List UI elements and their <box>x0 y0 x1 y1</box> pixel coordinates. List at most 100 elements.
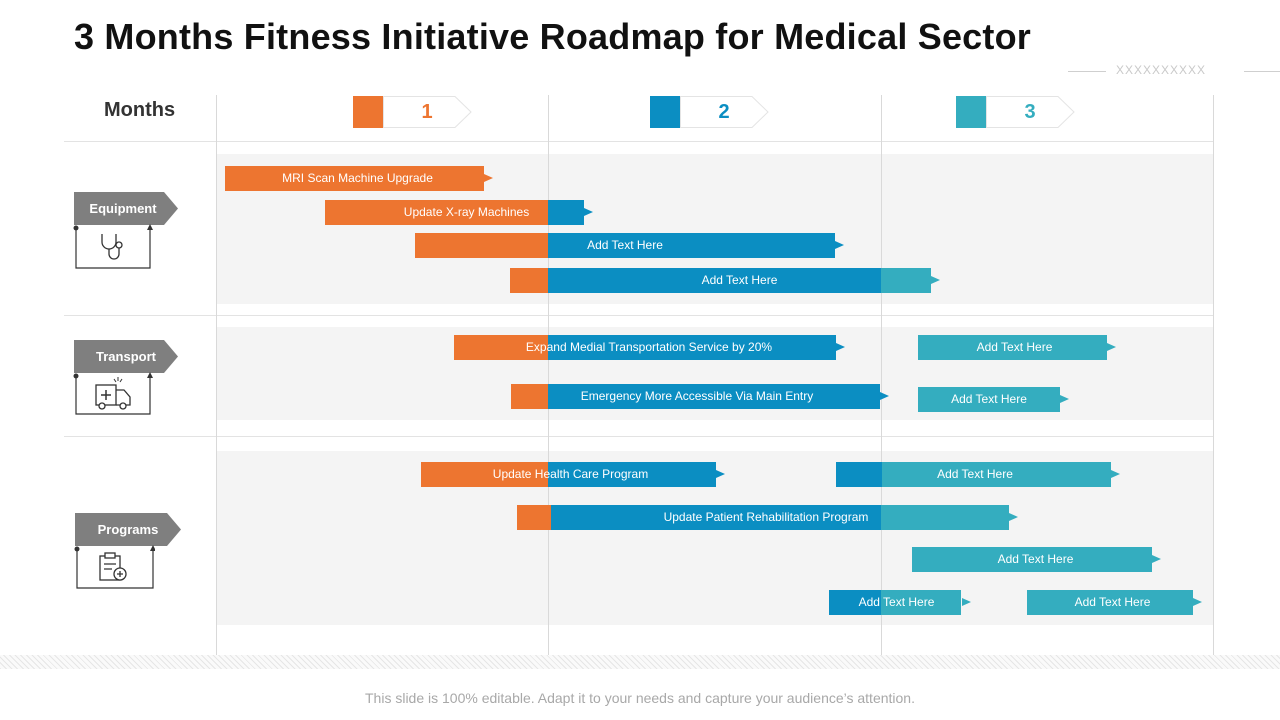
bar-segment-month-3 <box>918 335 1107 360</box>
task-bar: Add Text Here <box>415 233 850 258</box>
bar-segment-month-3 <box>882 462 1111 487</box>
bar-arrow-tip <box>962 598 971 606</box>
bar-segment-month-3 <box>912 547 1152 572</box>
bar-arrow-tip <box>1193 598 1202 606</box>
bar-arrow-tip <box>836 343 845 351</box>
month-number: 3 <box>1024 101 1036 123</box>
bar-arrow-tip <box>584 208 593 216</box>
task-label: Add Text Here <box>701 273 778 287</box>
clipboard-add-icon <box>74 545 155 589</box>
category-label: Programs <box>97 522 159 537</box>
bar-arrow-tip <box>1060 395 1069 403</box>
bar-segment-month-2 <box>548 462 716 487</box>
bar-segment-month-2 <box>548 384 880 409</box>
grid-line <box>1213 95 1214 662</box>
task-label: Add Text Here <box>937 467 1013 481</box>
header-separator <box>64 141 1214 142</box>
bar-segment-month-2 <box>548 335 836 360</box>
task-bar: Add Text Here <box>918 387 1078 412</box>
bar-segment-month-2 <box>548 200 584 225</box>
category-programs: Programs <box>75 513 181 546</box>
bar-arrow-tip <box>1009 513 1018 521</box>
category-label: Equipment <box>89 201 157 216</box>
category-arrow-shape <box>75 513 181 546</box>
task-label: Expand Medial Transportation Service by … <box>525 340 773 354</box>
bar-segment-month-3 <box>881 590 961 615</box>
month-tab-2: 2 <box>650 96 770 128</box>
task-bar: Add Text Here <box>829 590 979 615</box>
task-label: MRI Scan Machine Upgrade <box>282 171 433 185</box>
bar-segment-month-3 <box>881 268 931 293</box>
task-label: Add Text Here <box>951 392 1027 406</box>
month-tab-1: 1 <box>353 96 473 128</box>
bar-arrow-tip <box>484 174 493 182</box>
task-label: Add Text Here <box>997 552 1074 566</box>
bar-segment-month-1 <box>511 384 548 409</box>
task-bar: Add Text Here <box>1027 590 1212 615</box>
stethoscope-icon <box>73 224 153 269</box>
bar-segment-month-1 <box>454 335 548 360</box>
task-label: Update X-ray Machines <box>403 205 530 219</box>
bar-segment-month-1 <box>421 462 548 487</box>
bar-arrow-tip <box>1107 343 1116 351</box>
bar-arrow-tip <box>1111 470 1120 478</box>
task-bar: MRI Scan Machine Upgrade <box>225 166 495 191</box>
bar-segment-month-1 <box>517 505 551 530</box>
grid-line <box>881 95 882 662</box>
category-arrow-shape <box>74 340 178 373</box>
task-label: Update Patient Rehabilitation Program <box>663 510 869 524</box>
task-bar: Emergency More Accessible Via Main Entry <box>511 384 901 409</box>
bar-segment-month-1 <box>225 166 484 191</box>
bar-segment-month-2 <box>829 590 881 615</box>
bar-segment-month-3 <box>918 387 1060 412</box>
row-separator <box>64 436 1214 437</box>
months-header: Months <box>104 99 176 121</box>
task-bar: Add Text Here <box>912 547 1167 572</box>
task-bar: Update Patient Rehabilitation Program <box>517 505 1027 530</box>
bar-segment-month-3 <box>1027 590 1193 615</box>
task-label: Add Text Here <box>587 238 663 252</box>
bar-segment-month-1 <box>325 200 548 225</box>
task-label: Add Text Here <box>1074 595 1151 609</box>
grid-line <box>216 95 217 662</box>
bar-segment-month-1 <box>415 233 548 258</box>
task-label: Emergency More Accessible Via Main Entry <box>580 389 814 403</box>
task-bar: Add Text Here <box>918 335 1128 360</box>
category-label: Transport <box>96 349 156 364</box>
month-color-swatch <box>956 96 986 128</box>
decorative-line-right <box>1244 71 1280 72</box>
bar-segment-month-3 <box>881 505 1009 530</box>
tab-arrow-shape <box>986 96 1075 128</box>
bar-arrow-tip <box>1152 555 1161 563</box>
category-arrow-shape <box>74 192 178 225</box>
row-separator <box>64 315 1214 316</box>
task-bar: Update X-ray Machines <box>325 200 595 225</box>
tab-arrow-shape <box>383 96 472 128</box>
decorative-line-left <box>1068 71 1106 72</box>
month-tab-3: 3 <box>956 96 1076 128</box>
ambulance-icon <box>73 372 153 415</box>
month-color-swatch <box>650 96 680 128</box>
bar-segment-month-2 <box>836 462 882 487</box>
task-label: Add Text Here <box>976 340 1053 354</box>
task-bar: Expand Medial Transportation Service by … <box>454 335 854 360</box>
decorative-placeholder-text: XXXXXXXXXX <box>1116 63 1207 77</box>
task-label: Add Text Here <box>858 595 935 609</box>
task-bar: Update Health Care Program <box>421 462 731 487</box>
bar-arrow-tip <box>835 241 844 249</box>
bar-segment-month-2 <box>551 505 881 530</box>
tab-arrow-shape <box>680 96 769 128</box>
task-bar: Add Text Here <box>510 268 945 293</box>
decorative-hatch-band <box>0 655 1280 669</box>
month-number: 1 <box>421 101 433 123</box>
grid-line <box>548 95 549 662</box>
bar-arrow-tip <box>880 392 889 400</box>
category-transport: Transport <box>74 340 178 373</box>
bar-segment-month-1 <box>510 268 548 293</box>
month-color-swatch <box>353 96 383 128</box>
footer-note: This slide is 100% editable. Adapt it to… <box>365 690 915 706</box>
bar-arrow-tip <box>931 276 940 284</box>
month-number: 2 <box>718 101 730 123</box>
bar-segment-month-2 <box>548 233 835 258</box>
category-equipment: Equipment <box>74 192 178 225</box>
